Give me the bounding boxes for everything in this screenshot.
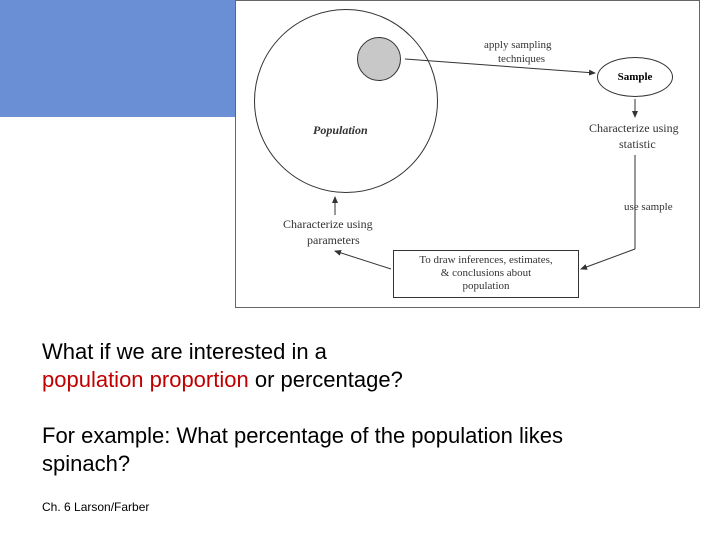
sample-label: Sample [618,71,653,83]
slide: Population apply sampling techniques Sam… [0,0,720,540]
example-text: For example: What percentage of the popu… [42,422,602,477]
sample-ellipse: Sample [597,57,673,97]
inference-line1: To draw inferences, estimates, [400,254,572,267]
question-part-a: What if we are interested in a [42,339,327,364]
apply-sampling-label-2: techniques [498,53,545,65]
use-sample-label: use sample [624,201,673,213]
characterize-parameters-2: parameters [307,233,360,248]
question-text: What if we are interested in a populatio… [42,338,662,393]
question-part-c: or percentage? [249,367,403,392]
population-circle [254,9,438,193]
inference-box: To draw inferences, estimates, & conclus… [393,250,579,298]
population-label: Population [313,123,368,138]
question-part-b: population proportion [42,367,249,392]
characterize-parameters-1: Characterize using [283,217,373,232]
characterize-statistic-1: Characterize using [589,121,679,136]
diagram-frame: Population apply sampling techniques Sam… [235,0,700,308]
inference-line2: & conclusions about [400,267,572,280]
apply-sampling-label-1: apply sampling [484,39,552,51]
footer-citation: Ch. 6 Larson/Farber [42,500,149,514]
sample-inner-circle [357,37,401,81]
header-bar [0,0,235,117]
characterize-statistic-2: statistic [619,137,656,152]
inference-line3: population [400,280,572,293]
